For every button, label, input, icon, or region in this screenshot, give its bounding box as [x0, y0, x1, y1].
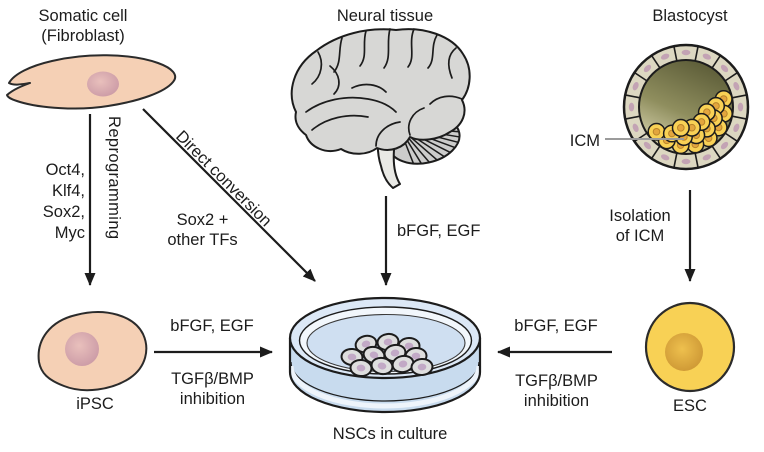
inner-cell-mass [647, 89, 733, 155]
petri-dish-illustration [288, 296, 482, 414]
esc-label: ESC [673, 397, 707, 415]
brain-gyri-lines [305, 28, 463, 147]
ipsc-cell-illustration [37, 311, 148, 392]
fibroblast-nucleus [87, 71, 119, 97]
direct-conversion-arrow [142, 108, 316, 282]
blastocyst-illustration [605, 43, 750, 171]
blastocyst-label: Blastocyst [652, 7, 728, 25]
reprogramming-factors-label: Oct4, Klf4, Sox2, Myc [42, 161, 85, 242]
nsc-colony [340, 332, 434, 378]
ipsc-inhibition-label: TGFβ/BMP inhibition [171, 370, 254, 409]
esc-growth-factors-label: bFGF, EGF [514, 317, 598, 335]
icm-label: ICM [569, 132, 600, 150]
neural-growth-factors-label: bFGF, EGF [397, 222, 481, 240]
somatic-cell-label: Somatic cell (Fibroblast) [38, 7, 128, 46]
esc-inhibition-label: TGFβ/BMP inhibition [515, 372, 598, 411]
nsc-culture-label: NSCs in culture [332, 425, 448, 443]
trophoblast-ring [625, 46, 747, 168]
cerebrum [290, 28, 471, 155]
pathway-arrows [84, 108, 696, 358]
esc-cell-illustration [644, 301, 736, 393]
neural-tissue-label: Neural tissue [336, 7, 434, 25]
direct-conversion-factors-label: Sox2 + other TFs [167, 211, 238, 250]
reprogramming-label: Reprogramming [105, 116, 123, 240]
ipsc-nucleus [65, 332, 99, 366]
ipsc-growth-factors-label: bFGF, EGF [170, 317, 254, 335]
ipsc-label: iPSC [76, 395, 114, 413]
fibroblast-illustration [6, 54, 177, 110]
esc-nucleus [665, 333, 703, 371]
brain-illustration [290, 28, 471, 189]
icm-isolation-label: Isolation of ICM [609, 207, 671, 246]
